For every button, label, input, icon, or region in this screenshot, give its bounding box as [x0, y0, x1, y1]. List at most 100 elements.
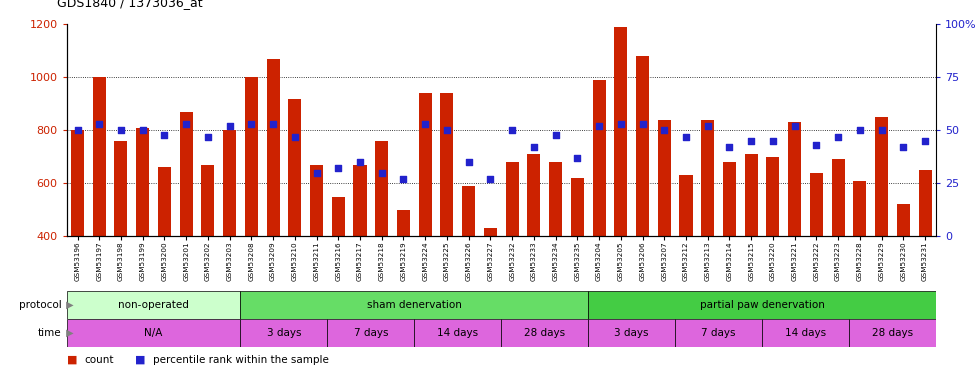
Bar	[588, 319, 675, 347]
Point	[721, 144, 737, 150]
Bar	[136, 128, 149, 236]
Text: 7 days: 7 days	[354, 328, 388, 338]
Bar	[675, 319, 762, 347]
Bar	[267, 59, 279, 236]
Text: 14 days: 14 days	[437, 328, 478, 338]
Bar	[570, 178, 584, 236]
Point	[266, 121, 281, 127]
Point	[113, 128, 128, 134]
Text: protocol: protocol	[19, 300, 62, 310]
Bar	[849, 319, 936, 347]
Point	[678, 134, 694, 140]
Bar	[327, 319, 415, 347]
Point	[569, 155, 585, 161]
Bar	[766, 157, 779, 236]
Bar	[506, 162, 518, 236]
Bar	[310, 165, 323, 236]
Point	[657, 128, 672, 134]
Bar	[897, 204, 909, 236]
Bar	[201, 165, 215, 236]
Bar	[67, 319, 240, 347]
Text: GDS1840 / 1373036_at: GDS1840 / 1373036_at	[57, 0, 203, 9]
Bar	[702, 120, 714, 236]
Bar	[463, 186, 475, 236]
Text: 14 days: 14 days	[785, 328, 826, 338]
Point	[330, 165, 346, 171]
Bar	[179, 112, 193, 236]
Text: time: time	[38, 328, 62, 338]
Point	[744, 138, 760, 144]
Bar	[375, 141, 388, 236]
Point	[243, 121, 259, 127]
Bar	[93, 77, 106, 236]
Point	[287, 134, 303, 140]
Text: partial paw denervation: partial paw denervation	[700, 300, 824, 310]
Bar	[418, 93, 432, 236]
Text: non-operated: non-operated	[119, 300, 189, 310]
Point	[70, 128, 85, 134]
Text: 28 days: 28 days	[872, 328, 913, 338]
Bar	[115, 141, 127, 236]
Point	[548, 132, 564, 138]
Point	[461, 159, 476, 165]
Point	[830, 134, 846, 140]
Bar	[918, 170, 932, 236]
Point	[635, 121, 651, 127]
Bar	[354, 165, 367, 236]
Text: ■: ■	[67, 354, 77, 364]
Bar	[854, 181, 866, 236]
Bar	[875, 117, 888, 236]
Text: percentile rank within the sample: percentile rank within the sample	[153, 354, 328, 364]
Text: 3 days: 3 days	[267, 328, 301, 338]
Bar	[723, 162, 736, 236]
Point	[612, 121, 628, 127]
Text: 28 days: 28 days	[524, 328, 565, 338]
Point	[396, 176, 412, 182]
Point	[200, 134, 216, 140]
Bar	[788, 122, 802, 236]
Bar	[223, 130, 236, 236]
Bar	[240, 319, 327, 347]
Point	[221, 123, 237, 129]
Point	[808, 142, 824, 148]
Point	[765, 138, 781, 144]
Text: count: count	[84, 354, 114, 364]
Bar	[593, 80, 606, 236]
Bar	[67, 291, 240, 319]
Bar	[658, 120, 670, 236]
Text: 7 days: 7 days	[702, 328, 736, 338]
Point	[178, 121, 194, 127]
Point	[309, 170, 324, 176]
Bar	[762, 319, 849, 347]
Point	[439, 128, 455, 134]
Bar	[614, 27, 627, 236]
Point	[896, 144, 911, 150]
Point	[91, 121, 107, 127]
Bar	[679, 176, 693, 236]
Text: ■: ■	[135, 354, 146, 364]
Bar	[245, 77, 258, 236]
Bar	[809, 172, 823, 236]
Bar	[288, 99, 301, 236]
Bar	[158, 167, 171, 236]
Text: ▶: ▶	[63, 300, 74, 310]
Bar	[484, 228, 497, 236]
Point	[787, 123, 803, 129]
Bar	[549, 162, 563, 236]
Bar	[527, 154, 540, 236]
Point	[700, 123, 715, 129]
Point	[352, 159, 368, 165]
Point	[374, 170, 390, 176]
Bar	[745, 154, 758, 236]
Point	[874, 128, 890, 134]
Point	[852, 128, 867, 134]
Bar	[832, 159, 845, 236]
Point	[505, 128, 520, 134]
Bar	[502, 319, 588, 347]
Point	[591, 123, 607, 129]
Text: ▶: ▶	[63, 328, 74, 338]
Point	[917, 138, 933, 144]
Text: 3 days: 3 days	[614, 328, 649, 338]
Bar	[415, 319, 502, 347]
Bar	[332, 196, 345, 236]
